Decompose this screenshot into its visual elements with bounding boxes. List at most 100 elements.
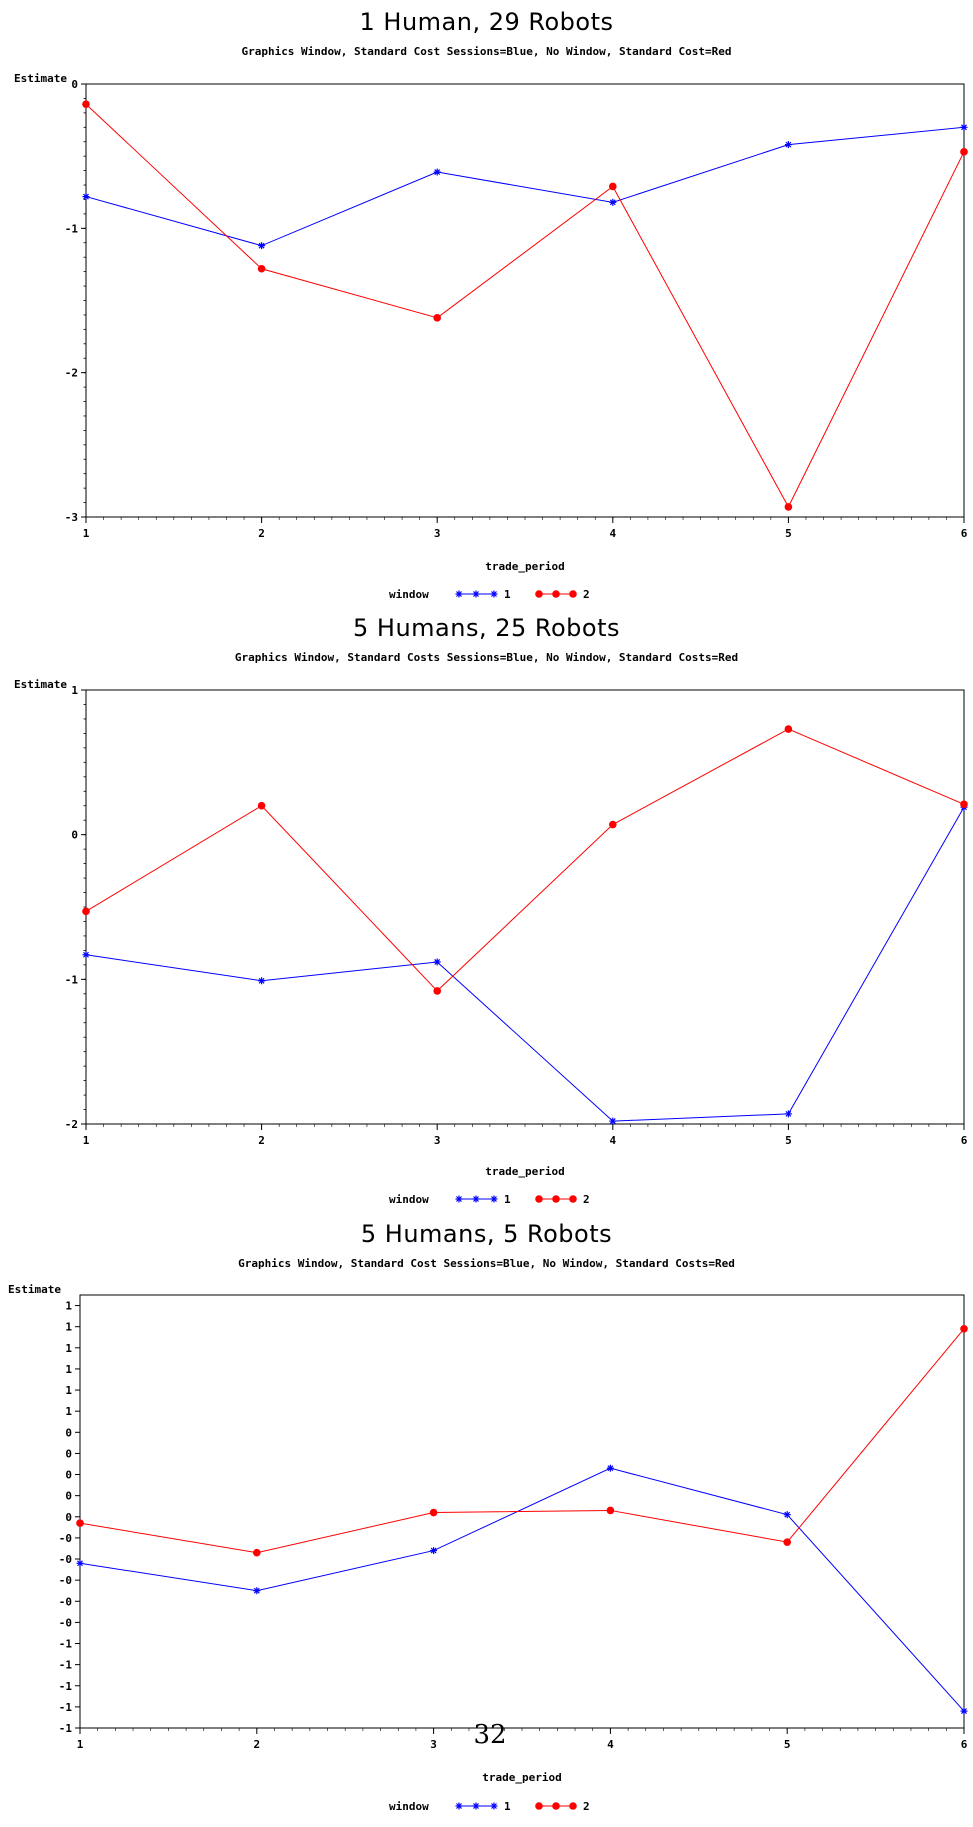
legend-title: window	[389, 588, 429, 601]
series-line	[79, 1467, 965, 1712]
legend-label: 2	[583, 1193, 590, 1206]
data-point	[433, 314, 442, 322]
y-tick-label: -1	[59, 1680, 73, 1693]
y-tick-label: -1	[59, 1722, 73, 1735]
y-tick-label: 0	[65, 1426, 72, 1439]
data-point	[784, 503, 793, 511]
x-tick-label: 2	[258, 527, 265, 540]
data-point	[783, 1511, 791, 1519]
legend: window 1 2	[389, 1193, 590, 1206]
data-point	[960, 1324, 968, 1333]
series-line	[79, 1328, 965, 1554]
data-point	[82, 193, 90, 201]
x-axis-label: trade_period	[482, 1771, 561, 1784]
y-tick-label: 0	[65, 1511, 72, 1524]
x-tick-label: 5	[784, 1738, 791, 1751]
legend-title: window	[389, 1193, 429, 1206]
x-tick-label: 1	[83, 527, 90, 540]
legend-label: 2	[583, 1800, 590, 1813]
series-line	[85, 103, 965, 508]
y-axis-label: Estimate	[14, 72, 67, 85]
series-2	[82, 725, 968, 995]
x-tick-label: 5	[785, 1134, 792, 1147]
legend-marker	[569, 1195, 577, 1203]
legend-label: 1	[504, 1800, 511, 1813]
data-point	[609, 182, 617, 191]
series-1	[76, 1464, 968, 1715]
y-axis-label: Estimate	[8, 1283, 61, 1296]
y-tick-label: -0	[59, 1574, 72, 1587]
y-tick-label: -2	[65, 1118, 78, 1131]
legend: window 1 2	[389, 588, 590, 601]
data-point	[960, 148, 968, 156]
data-point	[252, 1548, 261, 1557]
legend-marker	[472, 1802, 480, 1810]
data-point	[784, 141, 792, 149]
series-1	[82, 803, 968, 1125]
data-point	[609, 820, 617, 829]
legend-marker	[535, 1195, 543, 1203]
legend-entry-2: 2	[535, 1800, 590, 1813]
legend-entry-1: 1	[455, 1800, 511, 1813]
data-point	[960, 800, 968, 809]
data-point	[784, 1110, 792, 1118]
data-point	[783, 1538, 791, 1546]
y-tick-label: 1	[65, 1363, 72, 1376]
legend-marker	[535, 1802, 543, 1810]
data-point	[429, 1508, 438, 1517]
y-tick-label: 1	[65, 1405, 72, 1418]
x-tick-label: 3	[434, 1134, 441, 1147]
data-point	[609, 198, 617, 206]
legend-marker	[455, 1802, 463, 1810]
y-tick-label: 0	[71, 78, 78, 91]
y-tick-label: -0	[59, 1616, 72, 1629]
y-tick-label: -1	[65, 222, 79, 235]
legend-marker	[455, 1195, 463, 1203]
x-tick-label: 1	[83, 1134, 90, 1147]
x-tick-label: 6	[961, 1134, 968, 1147]
data-point	[960, 123, 968, 131]
page-number: 32	[473, 1720, 507, 1750]
legend-marker	[472, 590, 480, 598]
legend-label: 2	[583, 588, 590, 601]
y-tick-label: -1	[59, 1659, 73, 1672]
chart-subtitle: Graphics Window, Standard Cost Sessions=…	[241, 45, 732, 58]
y-tick-label: -0	[59, 1532, 72, 1545]
legend-entry-1: 1	[455, 588, 511, 601]
y-tick-label: 0	[65, 1469, 72, 1482]
legend-title: window	[389, 1800, 429, 1813]
legend-marker	[455, 590, 463, 598]
legend-marker	[569, 1802, 577, 1810]
y-tick-label: 0	[71, 829, 78, 842]
data-point	[433, 168, 441, 176]
data-point	[606, 1506, 615, 1515]
y-tick-label: 1	[65, 1321, 72, 1334]
x-tick-label: 4	[609, 1134, 616, 1147]
y-tick-label: 1	[65, 1300, 72, 1313]
legend-entry-2: 2	[535, 588, 590, 601]
legend-entry-1: 1	[455, 1193, 511, 1206]
series-2	[76, 1324, 968, 1557]
y-tick-label: -3	[65, 511, 78, 524]
y-tick-label: -0	[59, 1595, 72, 1608]
legend-entry-2: 2	[535, 1193, 590, 1206]
legend-marker	[552, 1802, 560, 1810]
data-point	[258, 242, 266, 250]
legend-label: 1	[504, 1193, 511, 1206]
data-point	[257, 801, 266, 810]
data-point	[784, 725, 793, 733]
series-2	[82, 100, 968, 511]
series-1	[82, 123, 968, 250]
x-tick-label: 1	[77, 1738, 84, 1751]
legend-label: 1	[504, 588, 511, 601]
data-point	[433, 958, 441, 966]
y-axis-label: Estimate	[14, 678, 67, 691]
data-point	[76, 1519, 84, 1527]
x-tick-label: 6	[961, 527, 968, 540]
x-tick-label: 4	[607, 1738, 614, 1751]
y-tick-label: -2	[65, 367, 78, 380]
x-axis-label: trade_period	[485, 560, 564, 573]
legend: window 1 2	[389, 1800, 590, 1813]
